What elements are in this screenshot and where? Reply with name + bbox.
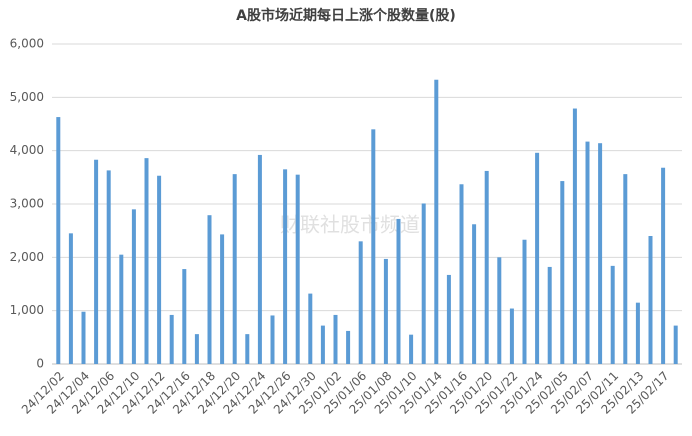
y-tick-label: 3,000: [10, 197, 44, 211]
bar: [560, 181, 565, 364]
bar: [257, 154, 262, 364]
bar: [358, 241, 363, 364]
bar: [308, 293, 313, 364]
bar: [144, 158, 149, 364]
y-tick-label: 1,000: [10, 303, 44, 317]
bar: [270, 315, 275, 364]
bar: [522, 239, 527, 364]
bar: [497, 257, 502, 364]
bar: [396, 218, 401, 364]
bar: [119, 254, 124, 364]
bar: [610, 265, 615, 364]
y-tick-label: 6,000: [10, 37, 44, 51]
bar: [484, 170, 489, 364]
bar: [182, 269, 187, 364]
bar: [459, 184, 464, 364]
bar: [68, 233, 73, 364]
bar: [232, 174, 237, 364]
bar: [509, 308, 514, 364]
bar: [648, 236, 653, 364]
bar: [283, 169, 288, 364]
bar: [371, 129, 376, 364]
bar: [585, 141, 590, 364]
bar: [220, 234, 225, 364]
bar: [56, 117, 61, 364]
y-tick-label: 5,000: [10, 90, 44, 104]
bar: [598, 143, 603, 364]
bar: [661, 167, 666, 364]
bar: [333, 314, 338, 364]
bar: [472, 224, 477, 364]
bar: [295, 174, 300, 364]
bar: [94, 159, 99, 364]
bar: [320, 325, 325, 364]
bar: [623, 174, 628, 364]
bar: [207, 215, 212, 364]
bar: [535, 152, 540, 364]
y-tick-label: 0: [36, 357, 44, 371]
bar: [106, 170, 111, 364]
chart-title: A股市场近期每日上涨个股数量(股): [236, 7, 456, 24]
bar: [635, 302, 640, 364]
y-tick-label: 4,000: [10, 143, 44, 157]
bar: [673, 325, 678, 364]
bar: [157, 175, 162, 364]
bar: [194, 334, 199, 364]
bar: [547, 266, 552, 364]
bar: [434, 79, 439, 364]
bar: [131, 209, 136, 364]
bar: [245, 334, 250, 364]
bar: [421, 203, 426, 364]
y-tick-label: 2,000: [10, 250, 44, 264]
bar: [169, 314, 174, 364]
bar: [446, 274, 451, 364]
bar: [81, 311, 86, 364]
bar: [572, 108, 577, 365]
bar: [409, 334, 414, 364]
bar: [383, 258, 388, 364]
bar: [346, 330, 351, 364]
